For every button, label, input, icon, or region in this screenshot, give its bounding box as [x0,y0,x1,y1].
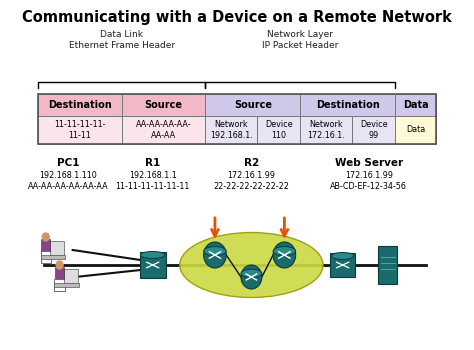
Bar [395,94,436,116]
Bar [205,116,257,144]
Ellipse shape [241,265,262,289]
Text: 11-11-11-11-
11-11: 11-11-11-11- 11-11 [54,120,106,140]
Ellipse shape [331,252,354,259]
Bar [122,116,205,144]
Text: Communicating with a Device on a Remote Network: Communicating with a Device on a Remote … [22,10,452,25]
Bar [64,269,78,283]
Text: R1: R1 [145,158,160,168]
Text: Web Server: Web Server [335,158,403,168]
Circle shape [56,261,63,269]
Ellipse shape [204,242,226,268]
Text: Data Link
Ethernet Frame Header: Data Link Ethernet Frame Header [69,30,175,50]
Text: Destination: Destination [48,100,112,110]
Text: Network
192.168.1.: Network 192.168.1. [210,120,253,140]
Bar [300,116,352,144]
Ellipse shape [140,252,165,259]
Bar [205,94,300,116]
Bar [41,239,50,251]
Text: Destination: Destination [316,100,380,110]
Text: Data: Data [402,100,428,110]
Text: Source: Source [234,100,272,110]
Bar [38,116,122,144]
Bar [50,241,64,255]
Bar [257,116,300,144]
FancyBboxPatch shape [140,252,166,278]
Ellipse shape [273,246,296,256]
Bar [55,267,64,279]
Bar [122,94,205,116]
Bar [38,94,436,144]
Text: Source: Source [145,100,182,110]
Text: Data: Data [406,126,425,134]
Ellipse shape [180,232,323,298]
Bar [40,255,65,259]
Text: Network
172.16.1.: Network 172.16.1. [307,120,345,140]
FancyBboxPatch shape [330,253,355,277]
Ellipse shape [241,269,262,278]
Text: Network Layer
IP Packet Header: Network Layer IP Packet Header [262,30,338,50]
Bar [55,283,79,287]
Text: 192.168.1.1
11-11-11-11-11-11: 192.168.1.1 11-11-11-11-11-11 [116,171,190,191]
Text: 172.16.1.99
22-22-22-22-22-22: 172.16.1.99 22-22-22-22-22-22 [213,171,289,191]
Text: Device
110: Device 110 [265,120,292,140]
Bar [38,94,122,116]
Text: AA-AA-AA-AA-
AA-AA: AA-AA-AA-AA- AA-AA [136,120,191,140]
Circle shape [42,233,49,241]
Ellipse shape [273,242,296,268]
Text: R2: R2 [244,158,259,168]
Bar [352,116,395,144]
Bar [300,94,395,116]
Text: 172.16.1.99
AB-CD-EF-12-34-56: 172.16.1.99 AB-CD-EF-12-34-56 [330,171,407,191]
Text: 192.168.1.110
AA-AA-AA-AA-AA-AA: 192.168.1.110 AA-AA-AA-AA-AA-AA [28,171,109,191]
Bar [378,246,397,284]
Ellipse shape [204,246,226,256]
Bar [395,116,436,144]
Text: PC1: PC1 [57,158,80,168]
Text: Device
99: Device 99 [360,120,387,140]
